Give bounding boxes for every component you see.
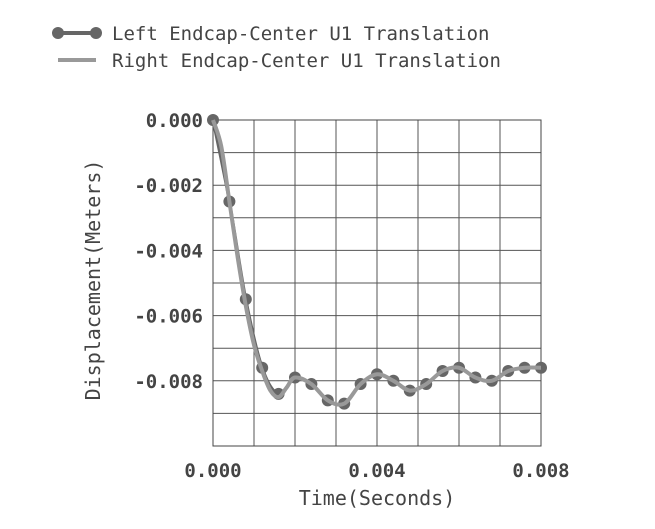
grid	[212, 119, 542, 447]
legend-label-right-endcap: Right Endcap-Center U1 Translation	[112, 50, 501, 72]
y-tick-labels: 0.000 -0.002 -0.004 -0.006 -0.008	[134, 110, 203, 393]
y-tick-label-8: -0.008	[134, 371, 203, 393]
series-1	[211, 119, 542, 407]
legend-label-left-endcap: Left Endcap-Center U1 Translation	[112, 23, 490, 45]
plot-frame	[212, 119, 542, 447]
series-line-1	[211, 119, 542, 407]
x-tick-label-0: 0.000	[184, 460, 241, 482]
y-tick-label-0: 0.000	[146, 110, 203, 132]
legend: Left Endcap-Center U1 Translation Right …	[52, 23, 501, 72]
series-layer	[207, 114, 547, 410]
legend-item-right-endcap: Right Endcap-Center U1 Translation	[58, 50, 501, 72]
legend-marker-left-start	[52, 27, 64, 39]
x-tick-labels: 0.000 0.004 0.008	[184, 460, 569, 482]
x-axis-title: Time(Seconds)	[299, 486, 456, 510]
y-tick-label-6: -0.006	[134, 306, 203, 328]
x-tick-label-4: 0.004	[348, 460, 405, 482]
legend-item-left-endcap: Left Endcap-Center U1 Translation	[52, 23, 490, 45]
y-tick-label-4: -0.004	[134, 240, 203, 262]
y-tick-label-2: -0.002	[134, 175, 203, 197]
y-axis-title: Displacement(Meters)	[81, 160, 105, 401]
x-tick-label-8: 0.008	[512, 460, 569, 482]
legend-marker-left-end	[90, 27, 102, 39]
